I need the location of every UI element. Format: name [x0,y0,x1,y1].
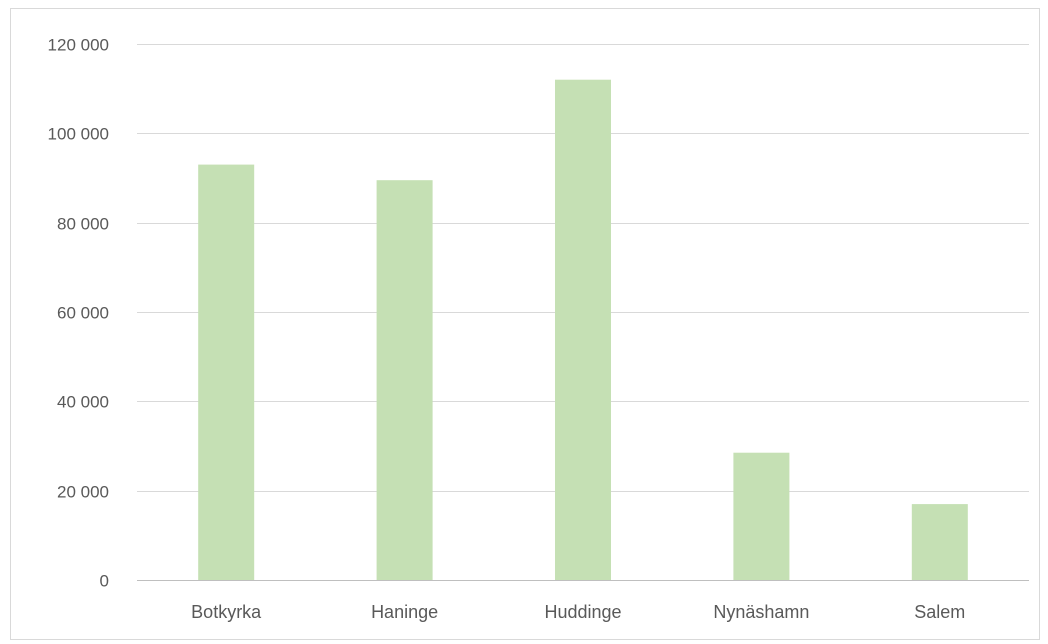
y-tick-label: 40 000 [57,393,109,412]
bar-salem [911,504,968,580]
y-tick-label: 20 000 [57,483,109,502]
y-axis-tick-labels: 0 20 000 40 000 60 000 80 000 100 000 120 000 [48,36,109,591]
x-tick-label: Nynäshamn [713,602,809,622]
x-tick-label: Salem [914,602,965,622]
bar-botkyrka [198,164,255,580]
x-tick-label: Botkyrka [191,602,262,622]
y-tick-label: 0 [100,572,109,591]
y-tick-label: 60 000 [57,304,109,323]
x-axis-tick-labels: Botkyrka Haninge Huddinge Nynäshamn Salem [191,602,965,622]
x-tick-label: Haninge [371,602,438,622]
bars-layer [198,79,968,580]
x-tick-label: Huddinge [544,602,621,622]
bar-nynäshamn [733,452,790,580]
y-tick-label: 80 000 [57,215,109,234]
chart-frame: 0 20 000 40 000 60 000 80 000 100 000 120 000 … [10,8,1040,640]
bar-huddinge [555,79,611,580]
bar-haninge [376,180,433,580]
y-tick-label: 100 000 [48,125,109,144]
y-tick-label: 120 000 [48,36,109,55]
